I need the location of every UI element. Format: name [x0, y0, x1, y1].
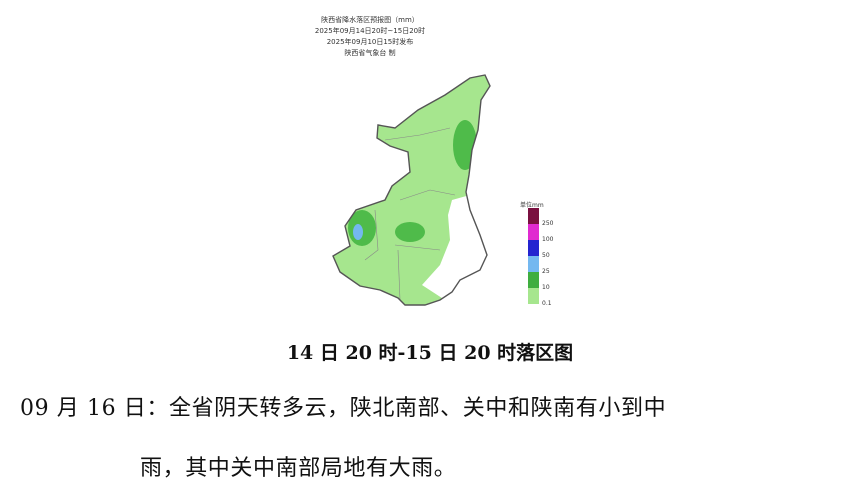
map-title-line: 陕西省气象台 制: [344, 49, 396, 57]
legend-label: 25: [542, 268, 550, 275]
legend-label: 10: [542, 284, 550, 291]
legend-label: 0.1: [542, 300, 552, 307]
precipitation-map: [332, 74, 491, 306]
forecast-text-line: 09 月 16 日：全省阴天转多云，陕北南部、关中和陕南有小到中: [20, 396, 667, 421]
legend-swatch: [528, 224, 539, 240]
map-title-line: 陕西省降水落区预报图（mm）: [321, 16, 419, 24]
legend-swatch: [528, 272, 539, 288]
figure-caption: 14 日 20 时-15 日 20 时落区图: [286, 342, 574, 364]
legend-swatch: [528, 240, 539, 256]
legend-swatch: [528, 208, 539, 224]
legend-label: 50: [542, 252, 550, 259]
legend-unit: 单位mm: [520, 202, 544, 209]
moderate-rain-area: [395, 222, 425, 242]
legend-label: 250: [542, 220, 554, 227]
forecast-text-line: 雨，其中关中南部局地有大雨。: [140, 456, 457, 481]
map-title-line: 2025年09月14日20时~15日20时: [314, 27, 426, 35]
heavy-rain-area: [353, 224, 363, 240]
legend-label: 100: [542, 236, 554, 243]
city-boundaries: [364, 127, 456, 301]
map-title: 陕西省降水落区预报图（mm） 2025年09月14日20时~15日20时 202…: [290, 15, 450, 59]
legend-swatch: [528, 256, 539, 272]
legend-swatch: [528, 288, 539, 304]
map-title-line: 2025年09月10日15时发布: [326, 38, 414, 46]
